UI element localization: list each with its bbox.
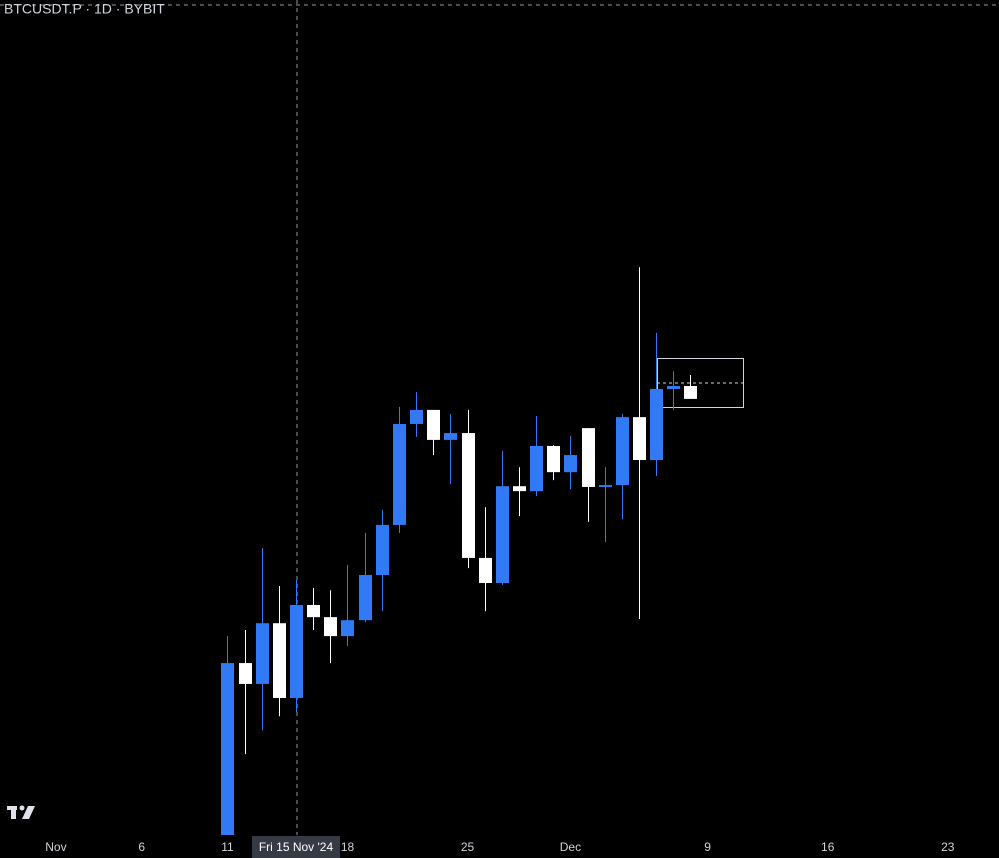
candle-body — [616, 417, 629, 486]
candle-body — [530, 445, 543, 492]
x-tick-label: 25 — [461, 840, 475, 854]
candle-body — [513, 486, 526, 492]
x-tick-label: Nov — [45, 840, 66, 854]
candle-body — [462, 433, 475, 558]
candle-body — [376, 524, 389, 576]
x-tick-label: 23 — [941, 840, 955, 854]
candle-body — [290, 604, 303, 698]
candle-body — [599, 485, 612, 487]
candle-body — [684, 385, 697, 399]
candle-body — [307, 604, 320, 618]
candle-body — [667, 385, 680, 390]
x-tick-label: Dec — [560, 840, 581, 854]
candle-body — [633, 417, 646, 461]
x-tick-label: 18 — [341, 840, 355, 854]
chart-title: BTCUSDT.P · 1D · BYBIT — [4, 1, 165, 17]
crosshair-label: Fri 15 Nov '24 — [259, 840, 334, 854]
candle-body — [393, 423, 406, 525]
candle-body — [547, 445, 560, 473]
x-tick-label: 16 — [821, 840, 835, 854]
candle-body — [479, 557, 492, 583]
candle-body — [427, 409, 440, 440]
candle-body — [564, 455, 577, 473]
candle-body — [341, 620, 354, 637]
candle-body — [239, 663, 252, 684]
candle-body — [650, 389, 663, 461]
candle-body — [256, 623, 269, 684]
candle-body — [582, 428, 595, 487]
candle-body — [359, 575, 372, 621]
tv-logo — [7, 805, 35, 819]
candle-body — [221, 663, 234, 835]
candle-body — [444, 433, 457, 440]
x-tick-label: 11 — [221, 840, 234, 854]
candle-body — [324, 617, 337, 637]
crosshair-label-box — [252, 836, 340, 858]
candle-body — [410, 409, 423, 424]
x-tick-label: 9 — [704, 840, 711, 854]
x-tick-label: 6 — [138, 840, 145, 854]
candle-body — [273, 623, 286, 698]
candle-body — [496, 486, 509, 583]
